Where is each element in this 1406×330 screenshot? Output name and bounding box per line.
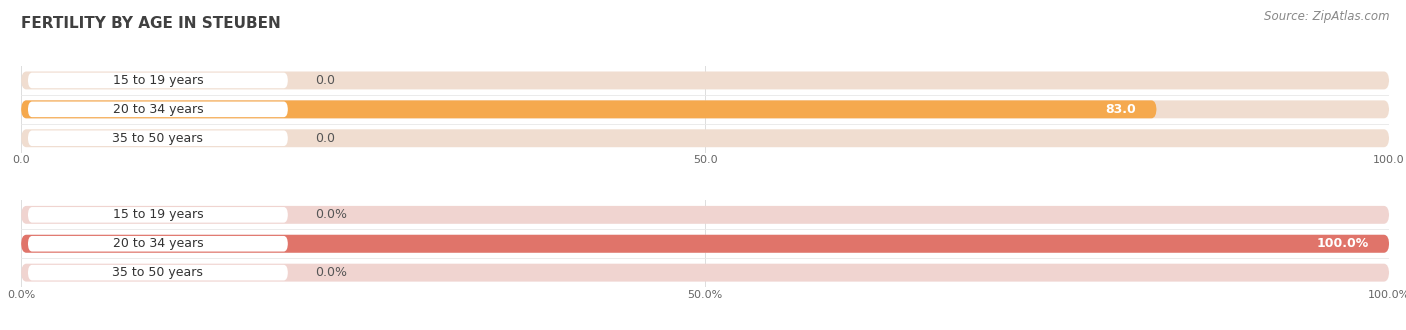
Text: 20 to 34 years: 20 to 34 years bbox=[112, 237, 204, 250]
Text: FERTILITY BY AGE IN STEUBEN: FERTILITY BY AGE IN STEUBEN bbox=[21, 16, 281, 31]
Text: 15 to 19 years: 15 to 19 years bbox=[112, 208, 204, 221]
FancyBboxPatch shape bbox=[21, 206, 1389, 224]
FancyBboxPatch shape bbox=[21, 72, 1389, 89]
Text: 0.0: 0.0 bbox=[315, 132, 335, 145]
FancyBboxPatch shape bbox=[28, 130, 288, 146]
FancyBboxPatch shape bbox=[21, 129, 1389, 147]
FancyBboxPatch shape bbox=[21, 235, 1389, 253]
FancyBboxPatch shape bbox=[21, 100, 1389, 118]
Text: 0.0%: 0.0% bbox=[315, 208, 347, 221]
Text: 0.0: 0.0 bbox=[315, 74, 335, 87]
FancyBboxPatch shape bbox=[21, 235, 1389, 253]
FancyBboxPatch shape bbox=[28, 236, 288, 251]
FancyBboxPatch shape bbox=[28, 207, 288, 223]
Text: 35 to 50 years: 35 to 50 years bbox=[112, 132, 204, 145]
Text: 0.0%: 0.0% bbox=[315, 266, 347, 279]
FancyBboxPatch shape bbox=[21, 264, 1389, 281]
Text: 100.0%: 100.0% bbox=[1316, 237, 1368, 250]
Text: 83.0: 83.0 bbox=[1105, 103, 1136, 116]
FancyBboxPatch shape bbox=[28, 102, 288, 117]
Text: 20 to 34 years: 20 to 34 years bbox=[112, 103, 204, 116]
FancyBboxPatch shape bbox=[21, 100, 1157, 118]
FancyBboxPatch shape bbox=[28, 73, 288, 88]
Text: 15 to 19 years: 15 to 19 years bbox=[112, 74, 204, 87]
FancyBboxPatch shape bbox=[28, 265, 288, 280]
Text: Source: ZipAtlas.com: Source: ZipAtlas.com bbox=[1264, 10, 1389, 23]
Text: 35 to 50 years: 35 to 50 years bbox=[112, 266, 204, 279]
